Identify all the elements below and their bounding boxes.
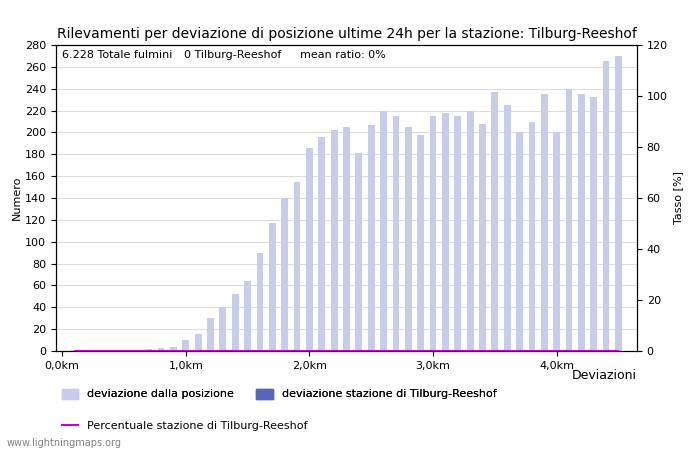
Legend: deviazione dalla posizione, deviazione stazione di Tilburg-Reeshof: deviazione dalla posizione, deviazione s…	[62, 389, 496, 400]
Bar	[306, 148, 313, 351]
Bar	[615, 56, 622, 351]
Text: 6.228 Totale fulmini: 6.228 Totale fulmini	[62, 50, 172, 59]
Bar	[393, 116, 399, 351]
Bar	[405, 127, 412, 351]
Bar	[578, 94, 584, 351]
Text: www.lightningmaps.org: www.lightningmaps.org	[7, 438, 122, 448]
Bar	[528, 122, 536, 351]
Bar	[442, 113, 449, 351]
Bar	[380, 111, 387, 351]
Bar	[158, 348, 164, 351]
Bar	[566, 89, 573, 351]
Bar	[330, 130, 337, 351]
Bar	[244, 281, 251, 351]
Bar	[207, 318, 214, 351]
Bar	[504, 105, 510, 351]
Bar	[133, 350, 140, 351]
Bar	[269, 223, 276, 351]
Bar	[516, 132, 523, 351]
Bar	[553, 132, 560, 351]
Bar	[318, 137, 326, 351]
Bar	[603, 61, 610, 351]
Bar	[479, 124, 486, 351]
Bar	[454, 116, 461, 351]
Bar	[368, 125, 374, 351]
Text: 0 Tilburg-Reeshof: 0 Tilburg-Reeshof	[184, 50, 281, 59]
Bar	[96, 350, 103, 351]
Text: mean ratio: 0%: mean ratio: 0%	[300, 50, 386, 59]
Bar	[232, 294, 239, 351]
Title: Rilevamenti per deviazione di posizione ultime 24h per la stazione: Tilburg-Rees: Rilevamenti per deviazione di posizione …	[57, 27, 636, 41]
Bar	[430, 116, 436, 351]
Bar	[343, 127, 350, 351]
Bar	[257, 252, 263, 351]
Legend: Percentuale stazione di Tilburg-Reeshof: Percentuale stazione di Tilburg-Reeshof	[62, 420, 307, 431]
Bar	[83, 350, 90, 351]
Bar	[467, 111, 473, 351]
Bar	[195, 333, 202, 351]
Text: Deviazioni: Deviazioni	[572, 369, 637, 382]
Bar	[356, 153, 363, 351]
Bar	[183, 340, 189, 351]
Bar	[541, 94, 547, 351]
Y-axis label: Tasso [%]: Tasso [%]	[673, 171, 683, 225]
Bar	[220, 307, 226, 351]
Bar	[491, 92, 498, 351]
Bar	[281, 198, 288, 351]
Bar	[108, 350, 115, 351]
Bar	[120, 350, 127, 351]
Bar	[170, 346, 177, 351]
Bar	[417, 135, 424, 351]
Bar	[590, 98, 597, 351]
Y-axis label: Numero: Numero	[12, 176, 22, 220]
Bar	[146, 349, 152, 351]
Bar	[294, 182, 300, 351]
Bar	[71, 350, 78, 351]
